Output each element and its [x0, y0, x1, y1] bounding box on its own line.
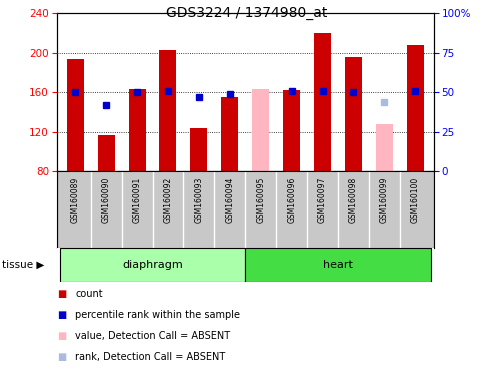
Bar	[159, 50, 176, 171]
Text: percentile rank within the sample: percentile rank within the sample	[75, 310, 241, 320]
Text: GSM160100: GSM160100	[411, 176, 420, 222]
Text: count: count	[75, 289, 103, 299]
Text: GSM160093: GSM160093	[194, 176, 204, 223]
Bar	[98, 136, 115, 171]
Text: ■: ■	[57, 289, 66, 299]
Text: ■: ■	[57, 331, 66, 341]
Text: value, Detection Call = ABSENT: value, Detection Call = ABSENT	[75, 331, 231, 341]
Text: GSM160089: GSM160089	[70, 176, 80, 222]
Text: rank, Detection Call = ABSENT: rank, Detection Call = ABSENT	[75, 352, 226, 362]
Bar	[221, 97, 238, 171]
Text: GSM160095: GSM160095	[256, 176, 265, 223]
Bar	[283, 90, 300, 171]
Text: GSM160092: GSM160092	[164, 176, 173, 222]
Text: GSM160094: GSM160094	[225, 176, 234, 223]
Text: GSM160090: GSM160090	[102, 176, 110, 223]
Bar	[245, 248, 431, 281]
Bar	[129, 89, 145, 171]
Text: diaphragm: diaphragm	[122, 260, 183, 270]
Text: GDS3224 / 1374980_at: GDS3224 / 1374980_at	[166, 6, 327, 20]
Text: GSM160097: GSM160097	[318, 176, 327, 223]
Text: tissue ▶: tissue ▶	[2, 260, 45, 270]
Bar	[345, 57, 362, 171]
Text: heart: heart	[323, 260, 353, 270]
Bar	[376, 124, 393, 171]
Text: GSM160098: GSM160098	[349, 176, 358, 222]
Text: GSM160096: GSM160096	[287, 176, 296, 223]
Bar	[314, 33, 331, 171]
Text: GSM160091: GSM160091	[133, 176, 141, 222]
Bar	[67, 59, 84, 171]
Bar	[190, 127, 208, 171]
Bar	[407, 45, 424, 171]
Text: ■: ■	[57, 352, 66, 362]
Bar	[60, 248, 246, 281]
Bar	[252, 89, 269, 171]
Text: GSM160099: GSM160099	[380, 176, 389, 223]
Text: ■: ■	[57, 310, 66, 320]
